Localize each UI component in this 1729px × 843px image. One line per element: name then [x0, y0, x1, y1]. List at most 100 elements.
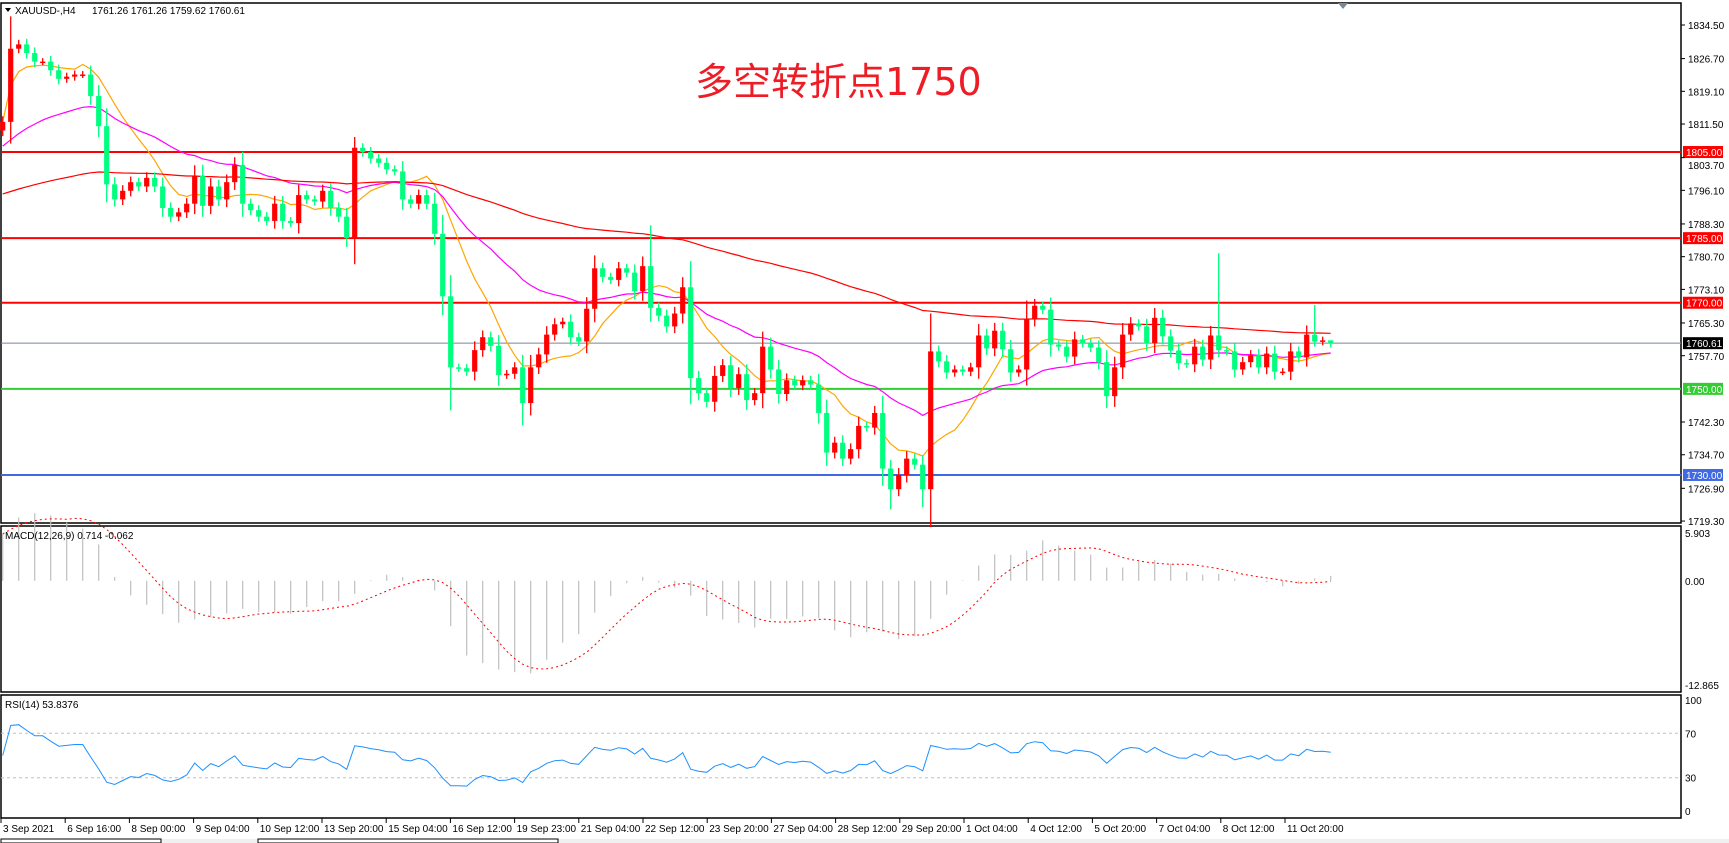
candle[interactable]	[64, 72, 70, 83]
candle[interactable]	[176, 207, 182, 222]
candle[interactable]	[560, 317, 566, 329]
candle[interactable]	[656, 302, 662, 322]
candle[interactable]	[456, 363, 462, 372]
candle[interactable]	[520, 354, 526, 426]
candle[interactable]	[784, 373, 790, 401]
candle[interactable]	[536, 347, 542, 375]
candle[interactable]	[848, 443, 854, 465]
candle[interactable]	[272, 195, 278, 229]
candle[interactable]	[936, 345, 942, 368]
candle[interactable]	[1216, 253, 1222, 358]
candle[interactable]	[408, 194, 414, 209]
candle[interactable]	[800, 375, 806, 391]
candle[interactable]	[1320, 336, 1326, 346]
candle[interactable]	[544, 326, 550, 363]
candle[interactable]	[152, 172, 158, 193]
candle[interactable]	[88, 65, 94, 105]
candle[interactable]	[960, 365, 966, 376]
candle[interactable]	[720, 359, 726, 383]
shift-marker-icon[interactable]	[1338, 3, 1348, 9]
candle[interactable]	[32, 47, 38, 68]
candle[interactable]	[744, 364, 750, 410]
candle[interactable]	[600, 262, 606, 283]
candle[interactable]	[112, 177, 118, 207]
candle[interactable]	[816, 374, 822, 424]
candle[interactable]	[144, 172, 150, 193]
candle[interactable]	[1240, 356, 1246, 375]
candle[interactable]	[296, 184, 302, 234]
candle[interactable]	[1272, 345, 1278, 380]
candle[interactable]	[328, 183, 334, 216]
candle[interactable]	[240, 151, 246, 217]
candle[interactable]	[1184, 359, 1190, 369]
candle[interactable]	[696, 370, 702, 401]
candle[interactable]	[552, 318, 558, 341]
candle[interactable]	[888, 459, 894, 510]
candle[interactable]	[0, 116, 6, 137]
candle[interactable]	[368, 146, 374, 164]
chart-tab[interactable]	[0, 838, 162, 843]
candle[interactable]	[1256, 348, 1262, 374]
candle[interactable]	[584, 297, 590, 354]
candle[interactable]	[1296, 346, 1302, 363]
candle[interactable]	[128, 176, 134, 197]
candle[interactable]	[104, 108, 110, 203]
candle[interactable]	[1008, 339, 1014, 382]
candle[interactable]	[736, 367, 742, 395]
candle[interactable]	[688, 261, 694, 405]
candle[interactable]	[1208, 325, 1214, 370]
candle[interactable]	[24, 38, 30, 59]
candle[interactable]	[376, 153, 382, 168]
candle[interactable]	[232, 157, 238, 190]
candle[interactable]	[432, 192, 438, 245]
candle[interactable]	[1056, 340, 1062, 351]
candle[interactable]	[184, 198, 190, 218]
candle[interactable]	[1232, 343, 1238, 378]
candle[interactable]	[480, 330, 486, 357]
candle[interactable]	[488, 331, 494, 352]
candle[interactable]	[1264, 346, 1270, 375]
triangle-down-icon[interactable]	[5, 8, 11, 12]
candle[interactable]	[968, 362, 974, 377]
candle[interactable]	[440, 214, 446, 316]
candle[interactable]	[1032, 298, 1038, 327]
candle[interactable]	[1096, 340, 1102, 370]
candle[interactable]	[352, 136, 358, 265]
candle[interactable]	[992, 322, 998, 357]
candle[interactable]	[1160, 309, 1166, 345]
candle[interactable]	[1112, 356, 1118, 407]
candle[interactable]	[608, 272, 614, 285]
candle[interactable]	[280, 195, 286, 229]
candle[interactable]	[264, 212, 270, 226]
candle[interactable]	[248, 198, 254, 216]
candle[interactable]	[1000, 322, 1006, 358]
candle[interactable]	[760, 331, 766, 409]
candle[interactable]	[224, 174, 230, 208]
candle[interactable]	[1280, 368, 1286, 376]
chart-tab[interactable]	[257, 838, 559, 843]
candle[interactable]	[624, 263, 630, 278]
candle[interactable]	[304, 190, 310, 204]
candle[interactable]	[8, 16, 14, 144]
candle[interactable]	[776, 359, 782, 404]
candle[interactable]	[864, 422, 870, 432]
candle[interactable]	[464, 363, 470, 376]
candle[interactable]	[416, 189, 422, 210]
candle[interactable]	[704, 387, 710, 408]
candle[interactable]	[664, 309, 670, 333]
candle[interactable]	[1328, 340, 1334, 348]
candle[interactable]	[872, 405, 878, 435]
candle[interactable]	[976, 324, 982, 379]
candle[interactable]	[1104, 350, 1110, 409]
candle[interactable]	[752, 387, 758, 406]
candle[interactable]	[944, 355, 950, 379]
candle[interactable]	[592, 255, 598, 323]
candle[interactable]	[208, 178, 214, 215]
candle[interactable]	[80, 71, 86, 78]
candle[interactable]	[336, 202, 342, 223]
candle[interactable]	[40, 58, 46, 66]
candle[interactable]	[904, 451, 910, 483]
candle[interactable]	[320, 184, 326, 208]
candle[interactable]	[496, 335, 502, 386]
